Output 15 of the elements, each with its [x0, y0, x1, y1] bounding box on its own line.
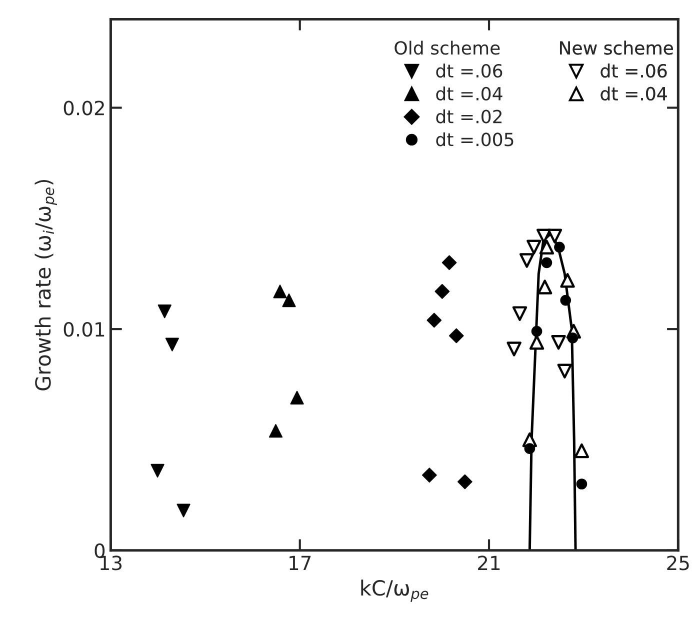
x-axis-title: kC/ω$_{pe}$	[361, 580, 428, 602]
legend-label: dt =.04	[436, 86, 502, 101]
y-tick-label: 0.01	[64, 322, 104, 337]
legend-label: dt =.005	[436, 132, 514, 146]
legend-title: Old scheme	[394, 40, 500, 55]
y-tick-label: 0.02	[64, 100, 104, 116]
legend-label: dt =.06	[436, 64, 502, 78]
legend-label: dt =.04	[600, 86, 667, 101]
legend-label: dt =.02	[436, 109, 502, 124]
x-tick-label: 25	[667, 556, 689, 570]
y-axis-title: Growth rate (ω$_{i}$/ω$_{pe}$)	[34, 180, 57, 390]
legend-label: dt =.06	[600, 64, 667, 78]
x-tick-label: 17	[290, 556, 311, 570]
annotation: New scheme	[560, 40, 673, 55]
x-tick-label: 21	[478, 556, 500, 570]
